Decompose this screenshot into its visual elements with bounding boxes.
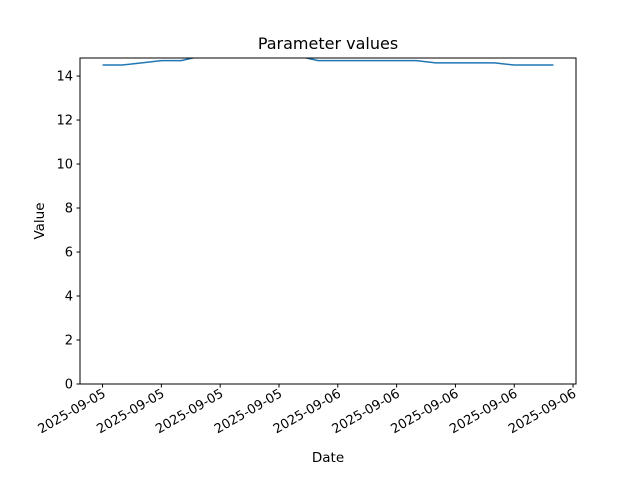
y-tick-label: 8 bbox=[65, 202, 73, 217]
series-line bbox=[102, 58, 554, 66]
y-tick-label: 0 bbox=[65, 378, 73, 393]
y-axis-ticks: 0 2 4 6 8 10 12 14 bbox=[56, 70, 80, 393]
y-tick-label: 6 bbox=[65, 246, 73, 261]
x-axis-label: Date bbox=[312, 450, 344, 466]
plot-frame bbox=[79, 57, 577, 385]
y-tick-label: 2 bbox=[65, 334, 73, 349]
y-tick-label: 12 bbox=[56, 114, 73, 129]
y-tick-label: 14 bbox=[56, 70, 73, 85]
y-tick-label: 4 bbox=[65, 290, 73, 305]
y-tick-label: 10 bbox=[56, 158, 73, 173]
y-axis-label: Value bbox=[32, 202, 48, 239]
chart-title: Parameter values bbox=[258, 34, 398, 53]
